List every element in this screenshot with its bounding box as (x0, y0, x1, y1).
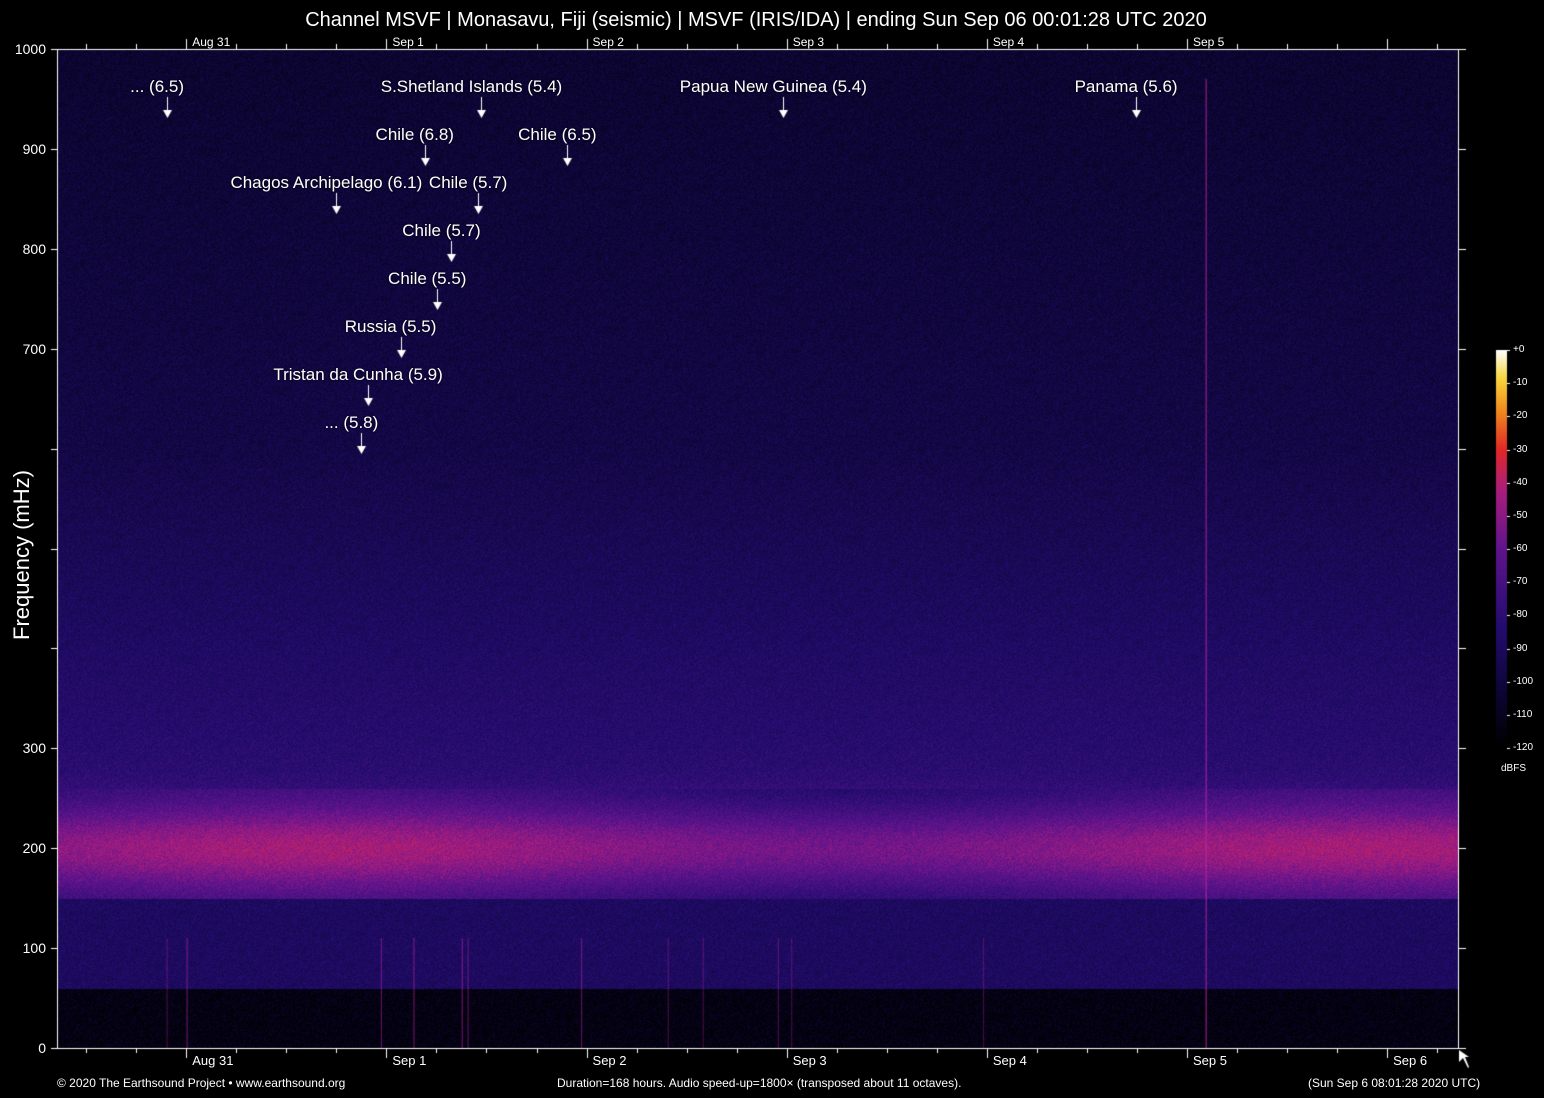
colorbar-tick-label: -30 (1513, 443, 1528, 455)
x-tick-label-bottom: Sep 3 (792, 1053, 827, 1068)
colorbar-tick-label: -100 (1513, 675, 1534, 687)
earthquake-annotation-label: ... (6.5) (130, 77, 185, 96)
earthquake-annotation-label: Tristan da Cunha (5.9) (273, 365, 443, 384)
earthquake-annotation-label: S.Shetland Islands (5.4) (380, 77, 563, 96)
x-tick-label-bottom: Aug 31 (192, 1053, 234, 1068)
colorbar-tick-label: -60 (1513, 543, 1528, 554)
earthquake-annotation-label: Chile (5.7) (428, 173, 508, 192)
earthquake-annotation-label: Chile (6.8) (375, 125, 454, 144)
y-axis-label: Frequency (mHz) (9, 470, 34, 640)
x-tick-label-top: Sep 4 (992, 35, 1025, 49)
earthquake-annotation-label: Russia (5.5) (344, 317, 437, 336)
x-tick-label-bottom: Sep 6 (1393, 1053, 1428, 1068)
x-tick-label-bottom: Sep 1 (392, 1053, 427, 1068)
footer-duration: Duration=168 hours. Audio speed-up=1800×… (557, 1076, 962, 1090)
y-tick-label: 100 (22, 940, 46, 957)
y-tick-label: 300 (22, 740, 46, 757)
colorbar-tick-label: -80 (1513, 609, 1528, 621)
x-tick-label-top: Sep 2 (592, 35, 624, 49)
x-tick-label-top: Aug 31 (192, 35, 231, 49)
x-tick-label-top: Sep 3 (792, 35, 825, 49)
x-tick-label-top: Sep 5 (1192, 35, 1225, 49)
y-tick-label: 1000 (14, 41, 46, 57)
earthquake-annotation-label: Chile (5.7) (402, 221, 481, 240)
earthquake-annotation-label: Papua New Guinea (5.4) (679, 77, 867, 96)
colorbar-tick-label: -50 (1513, 509, 1528, 521)
colorbar-tick-label: -120 (1513, 742, 1534, 753)
footer-copyright: © 2020 The Earthsound Project • www.eart… (57, 1076, 346, 1090)
y-tick-label: 900 (22, 140, 46, 157)
colorbar-tick-label: -20 (1513, 410, 1528, 422)
x-tick-label-bottom: Sep 4 (992, 1053, 1027, 1068)
x-tick-label-top: Sep 1 (392, 35, 424, 49)
colorbar-tick-label: -70 (1513, 576, 1528, 588)
y-tick-label: 0 (38, 1040, 46, 1056)
colorbar-tick-label: -110 (1513, 708, 1533, 720)
earthquake-annotation-label: Chagos Archipelago (6.1) (230, 173, 423, 192)
chart-title: Channel MSVF | Monasavu, Fiji (seismic) … (305, 9, 1207, 31)
colorbar-unit: dBFS (1501, 763, 1527, 774)
earthquake-annotation-label: Panama (5.6) (1074, 77, 1178, 96)
earthquake-annotation-label: ... (5.8) (324, 413, 379, 432)
colorbar-tick-label: +0 (1513, 344, 1525, 355)
earthquake-annotation-label: Chile (6.5) (518, 125, 597, 144)
y-tick-label: 700 (22, 340, 46, 357)
footer-timestamp: (Sun Sep 6 08:01:28 2020 UTC) (1308, 1076, 1481, 1090)
x-tick-label-bottom: Sep 5 (1192, 1053, 1227, 1068)
colorbar-tick-label: -10 (1513, 377, 1528, 389)
colorbar-tick-label: -40 (1513, 476, 1528, 488)
colorbar-tick-label: -90 (1513, 642, 1528, 654)
x-tick-label-bottom: Sep 2 (592, 1053, 627, 1068)
y-tick-label: 800 (22, 240, 46, 257)
y-tick-label: 200 (22, 840, 46, 857)
earthquake-annotation-label: Chile (5.5) (388, 269, 467, 288)
